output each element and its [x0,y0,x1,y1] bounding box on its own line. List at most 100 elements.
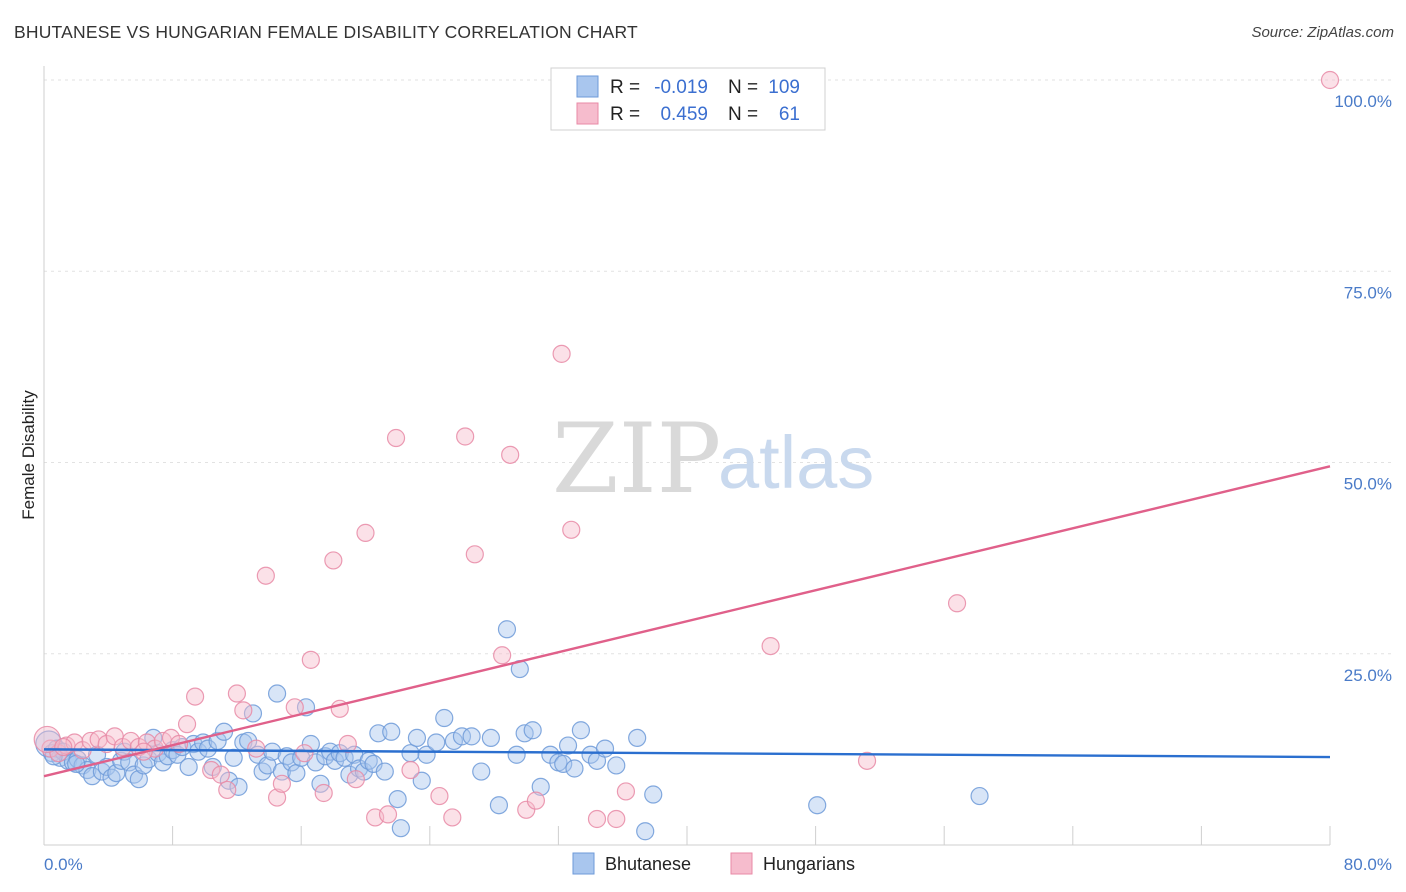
bhutanese-point [558,736,578,755]
hungarian-point [54,737,73,757]
bhutanese-point [628,728,647,748]
bhutanese-point [970,786,989,806]
bhutanese-point [472,762,491,781]
hungarian-point [587,809,607,829]
bhutanese-point [644,785,663,804]
bhutanese-point [391,819,410,838]
bhutanese-point [636,822,655,841]
hungarian-point [256,566,275,585]
hungarian-point [234,701,253,720]
bottom-legend-label-bhutanese: Bhutanese [605,854,691,874]
hungarian-point [186,687,205,706]
hungarian-point [177,715,197,734]
legend-r-label-0: R = [610,77,640,98]
trend-lines [43,465,1331,778]
hungarian-trend-line [43,465,1331,778]
y-tick-label: 25.0% [1344,666,1392,685]
bhutanese-point [253,762,272,781]
bhutanese-point [427,733,446,752]
bhutanese-point [452,727,472,746]
bhutanese-point [489,796,509,815]
bhutanese-point [462,727,481,746]
hungarian-point [761,636,780,656]
hungarian-point [607,809,626,829]
bhutanese-point [497,620,517,639]
bhutanese-point [282,753,301,772]
hungarian-point [493,646,512,665]
axes [43,66,1331,846]
legend-n-label-0: N = [728,77,758,98]
bhutanese-point [224,748,243,767]
bhutanese-point [134,756,153,775]
hungarian-point [552,344,571,363]
bhutanese-point [531,777,550,796]
bhutanese-point [808,796,827,815]
bhutanese-point [401,744,420,763]
bhutanese-point [153,753,173,772]
bhutanese-point [407,728,427,748]
y-tick-labels: 25.0% 50.0% 75.0% 100.0% [1334,92,1392,685]
chart-title: BHUTANESE VS HUNGARIAN FEMALE DISABILITY… [14,22,638,42]
hungarian-point [211,765,230,784]
bhutanese-point [412,771,431,790]
x-tick-max: 80.0% [1344,855,1392,874]
hungarian-point [202,760,221,780]
legend-swatch-bhutanese [576,75,599,98]
stats-legend: R = -0.019 N = 109 R = 0.459 N = 61 [550,67,826,131]
bhutanese-point [129,770,148,789]
hungarian-point [314,783,333,803]
legend-r-value-1: 0.459 [660,104,708,125]
hungarian-point [386,428,406,448]
hungarian-point [430,786,449,806]
y-tick-label: 50.0% [1344,475,1392,494]
bhutanese-point [595,739,615,758]
hungarian-point [443,808,462,827]
hungarian-point [218,780,237,800]
bhutanese-point [229,777,248,796]
bhutanese-point [388,789,407,809]
y-tick-label: 100.0% [1334,92,1392,111]
bottom-legend-label-hungarians: Hungarians [763,854,855,874]
hungarian-point [517,800,536,819]
hungarian-point [227,684,246,703]
hungarian-point [346,770,365,789]
bhutanese-point [481,728,500,748]
hungarian-point [338,734,357,754]
hungarian-point [526,791,545,810]
legend-n-value-1: 61 [779,104,800,125]
bhutanese-point [287,763,306,783]
legend-swatch-hungarians [576,102,599,125]
bottom-legend-swatch-hungarians [730,852,753,875]
hungarian-point [301,650,320,669]
hungarian-point [295,744,314,763]
hungarian-point [947,594,967,613]
bottom-legend-swatch-bhutanese [572,852,595,875]
hungarian-points [33,70,1340,829]
y-axis-title: Female Disability [19,390,38,520]
legend-r-label-1: R = [610,104,640,125]
legend-n-value-0: 109 [768,77,800,98]
hungarian-point [456,427,475,446]
hungarian-point [501,445,520,464]
bhutanese-point [349,759,369,778]
legend-r-value-0: -0.019 [654,77,708,98]
legend-n-label-1: N = [728,104,758,125]
bhutanese-point [340,765,359,784]
hungarian-point [267,788,287,807]
watermark-zip: ZIP [552,403,721,515]
hungarian-point [616,782,636,801]
bhutanese-point [83,767,102,786]
bhutanese-point [301,734,320,754]
hungarian-point [272,774,292,793]
bhutanese-point [571,721,591,740]
bhutanese-point [179,757,198,777]
source-label: Source: ZipAtlas.com [1251,24,1394,41]
x-tick-min: 0.0% [44,855,83,874]
hungarian-point [247,739,266,758]
hungarian-point [378,805,398,824]
y-tick-label: 75.0% [1344,283,1392,302]
hungarian-point [857,751,877,770]
hungarian-point [465,545,484,564]
series-legend: Bhutanese Hungarians [572,852,855,875]
